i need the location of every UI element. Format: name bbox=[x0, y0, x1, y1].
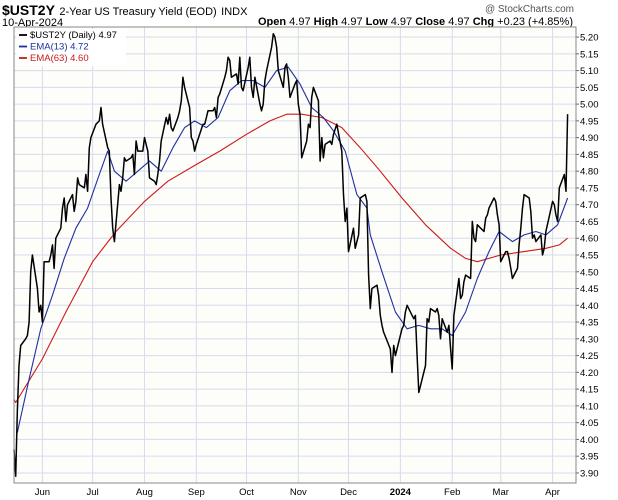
y-tick-label: 4.25 bbox=[580, 351, 599, 362]
y-tick-label: 4.80 bbox=[580, 167, 599, 178]
y-tick-label: 4.75 bbox=[580, 183, 599, 194]
y-tick-label: 4.00 bbox=[580, 435, 599, 446]
legend-entry: $UST2Y (Daily) 4.97 bbox=[30, 30, 117, 41]
y-tick-label: 5.20 bbox=[580, 33, 599, 44]
x-tick-label: Apr bbox=[545, 487, 560, 498]
y-tick-label: 4.10 bbox=[580, 401, 599, 412]
quote-high-label: High bbox=[313, 16, 339, 28]
legend-entry: EMA(13) 4.72 bbox=[30, 42, 89, 53]
quote-low-value: 4.97 bbox=[390, 16, 413, 28]
y-tick-label: 4.05 bbox=[580, 418, 599, 429]
y-tick-label: 4.45 bbox=[580, 284, 599, 295]
x-tick-label: Dec bbox=[340, 487, 357, 498]
y-tick-label: 3.90 bbox=[580, 468, 599, 479]
y-tick-label: 4.85 bbox=[580, 150, 599, 161]
watermark: @ StockCharts.com bbox=[484, 4, 574, 15]
quote-open-label: Open bbox=[257, 16, 287, 28]
legend-entry: EMA(63) 4.60 bbox=[30, 53, 89, 64]
exchange-label: INDX bbox=[221, 6, 248, 18]
plot-frame bbox=[13, 26, 577, 484]
y-tick-label: 4.55 bbox=[580, 251, 599, 262]
chart-header: $UST2Y 2-Year US Treasury Yield (EOD) IN… bbox=[2, 2, 247, 20]
quote-summary: Open 4.97 High 4.97 Low 4.97 Close 4.97 … bbox=[258, 16, 573, 28]
y-tick-label: 5.10 bbox=[580, 66, 599, 77]
y-tick-label: 4.30 bbox=[580, 334, 599, 345]
y-tick-label: 4.60 bbox=[580, 234, 599, 245]
quote-low-label: Low bbox=[365, 16, 388, 28]
x-tick-label: Nov bbox=[290, 487, 307, 498]
chart-date: 10-Apr-2024 bbox=[2, 17, 64, 29]
y-tick-label: 4.90 bbox=[580, 133, 599, 144]
y-tick-label: 5.15 bbox=[580, 49, 599, 60]
quote-close-value: 4.97 bbox=[448, 16, 470, 28]
y-tick-label: 4.35 bbox=[580, 318, 599, 329]
x-tick-label: Oct bbox=[239, 487, 254, 498]
x-tick-label: Sep bbox=[188, 487, 205, 498]
yield-series-line bbox=[13, 32, 569, 478]
y-tick-label: 4.95 bbox=[580, 116, 599, 127]
x-tick-label: Jun bbox=[35, 487, 50, 498]
y-tick-label: 4.70 bbox=[580, 200, 599, 211]
quote-change-label: Chg bbox=[472, 16, 495, 28]
x-tick-label: 2024 bbox=[390, 487, 412, 498]
x-tick-label: Mar bbox=[493, 487, 509, 498]
legend-box bbox=[16, 29, 126, 66]
ticker-symbol: $UST2Y bbox=[2, 2, 55, 18]
x-tick-label: Feb bbox=[444, 487, 460, 498]
x-tick-label: Jul bbox=[87, 487, 99, 498]
y-tick-label: 5.00 bbox=[580, 100, 599, 111]
y-tick-label: 3.95 bbox=[580, 452, 599, 463]
y-tick-label: 4.65 bbox=[580, 217, 599, 228]
y-tick-label: 4.40 bbox=[580, 301, 599, 312]
y-tick-label: 4.15 bbox=[580, 385, 599, 396]
y-tick-label: 4.50 bbox=[580, 267, 599, 278]
quote-change-value: +0.23 (+4.85%) bbox=[497, 16, 573, 28]
x-tick-label: Aug bbox=[136, 487, 153, 498]
y-tick-label: 4.20 bbox=[580, 368, 599, 379]
quote-high-value: 4.97 bbox=[341, 16, 363, 28]
ticker-description: 2-Year US Treasury Yield (EOD) bbox=[59, 6, 217, 18]
quote-close-label: Close bbox=[415, 16, 446, 28]
ema63-series-line bbox=[13, 113, 568, 404]
quote-open-value: 4.97 bbox=[289, 16, 311, 28]
y-tick-label: 5.05 bbox=[580, 83, 599, 94]
